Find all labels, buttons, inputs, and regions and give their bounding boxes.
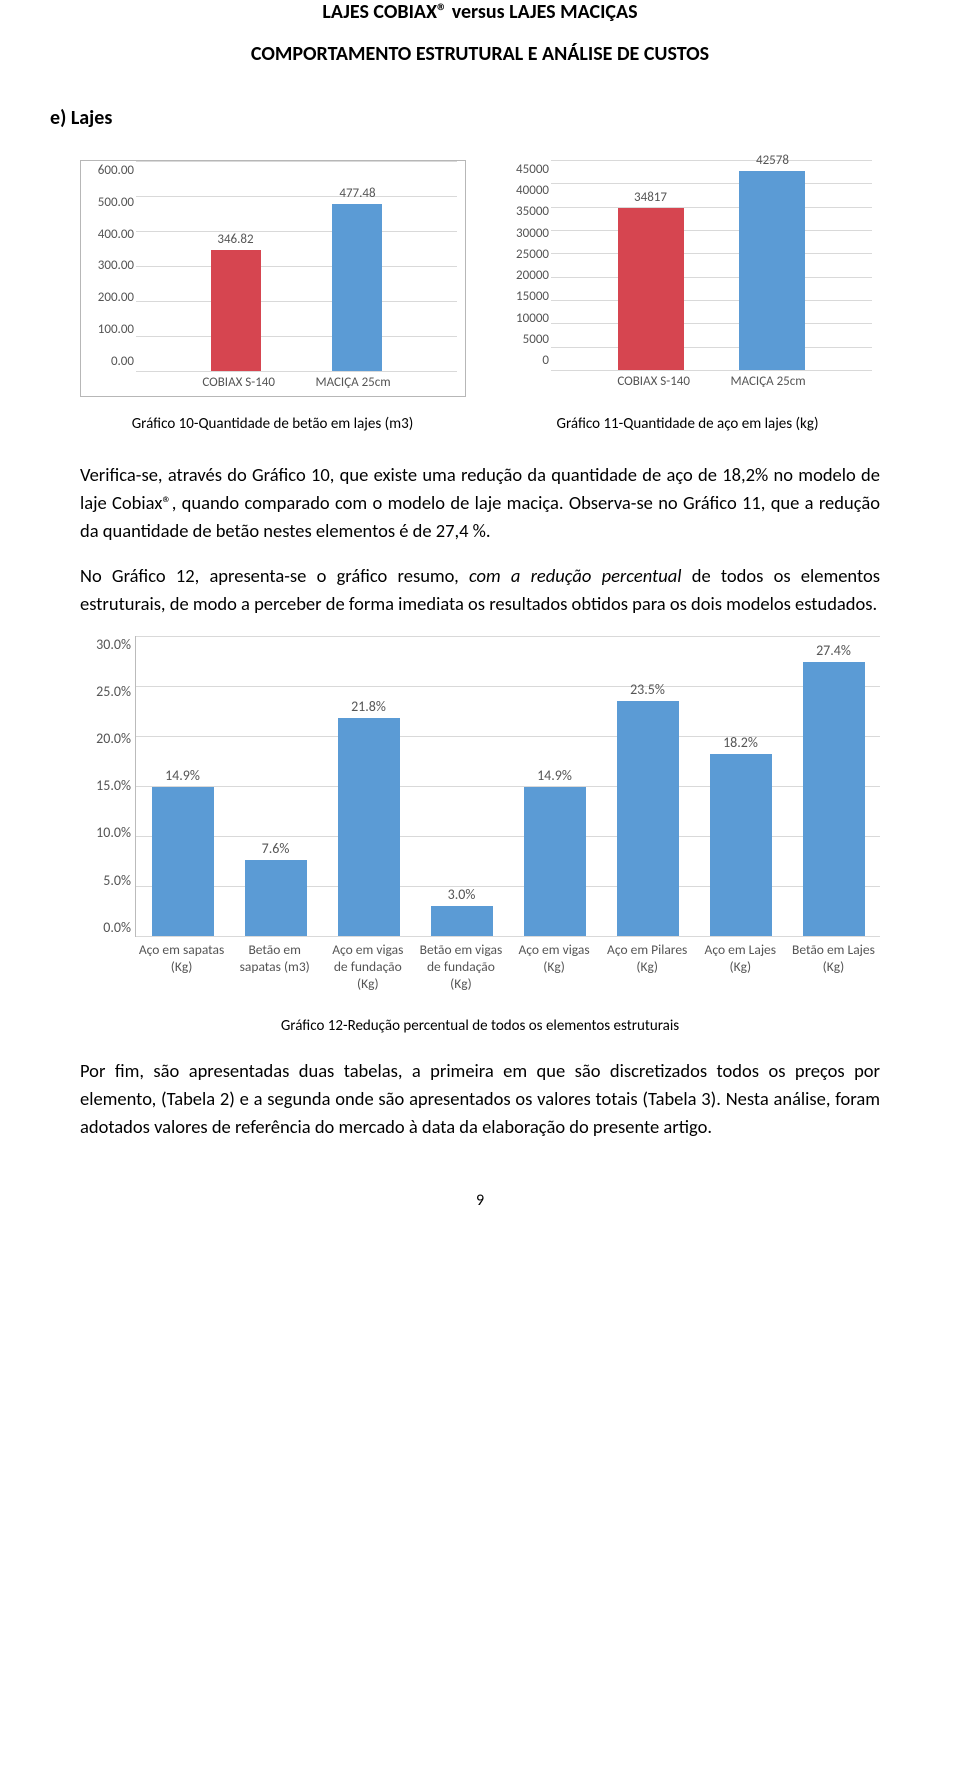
chart-12-column: 7.6% xyxy=(229,636,322,936)
chart-11-caption: Gráfico 11-Quantidade de aço em lajes (k… xyxy=(495,415,880,433)
bar: 14.9% xyxy=(152,787,214,936)
bar: 42578 xyxy=(739,171,805,370)
para2-italic: com a redução percentual xyxy=(469,564,682,587)
bar: 27.4% xyxy=(803,662,865,936)
chart-12-column: 23.5% xyxy=(601,636,694,936)
chart-12-bars: 14.9% 7.6% 21.8% 3.0% 14.9% 23.5% 18.2% 27.4% xyxy=(136,636,880,936)
bar: 7.6% xyxy=(245,860,307,936)
chart-10-caption: Gráfico 10-Quantidade de betão em lajes … xyxy=(80,415,465,433)
bar: 3.0% xyxy=(431,906,493,936)
chart-11-bars: 34817 42578 xyxy=(551,160,872,370)
chart-12: 30.0%25.0%20.0%15.0%10.0%5.0%0.0% 14.9% 7… xyxy=(80,636,880,993)
chart-10: 600.00500.00400.00300.00200.00100.000.00… xyxy=(80,160,466,397)
paragraph-2: No Gráfico 12, apresenta-se o gráfico re… xyxy=(80,562,880,618)
bar: 21.8% xyxy=(338,718,400,936)
chart-11-xaxis: COBIAX S-140MACIÇA 25cm xyxy=(551,370,872,395)
page-number: 9 xyxy=(80,1191,880,1240)
bar: 34817 xyxy=(618,208,684,370)
bar: 346.82 xyxy=(211,250,261,371)
chart-12-column: 3.0% xyxy=(415,636,508,936)
bar: 477.48 xyxy=(332,204,382,371)
title-line-2: COMPORTAMENTO ESTRUTURAL E ANÁLISE DE CU… xyxy=(80,42,880,66)
chart-10-yaxis: 600.00500.00400.00300.00200.00100.000.00 xyxy=(81,161,136,371)
chart-captions-row: Gráfico 10-Quantidade de betão em lajes … xyxy=(80,415,880,433)
chart-11: 4500040000350003000025000200001500010000… xyxy=(496,160,880,397)
chart-10-bars: 346.82 477.48 xyxy=(136,161,457,371)
page-header: LAJES COBIAX® versus LAJES MACIÇAS COMPO… xyxy=(80,0,880,66)
bar: 18.2% xyxy=(710,754,772,936)
chart-11-yaxis: 4500040000350003000025000200001500010000… xyxy=(496,160,551,370)
chart-10-xaxis: COBIAX S-140MACIÇA 25cm xyxy=(136,371,457,396)
chart-12-column: 18.2% xyxy=(694,636,787,936)
paragraph-1: Verifica-se, através do Gráfico 10, que … xyxy=(80,461,880,544)
para2-part-a: No Gráfico 12, apresenta-se o gráfico re… xyxy=(80,564,469,587)
chart-12-column: 14.9% xyxy=(136,636,229,936)
bar: 14.9% xyxy=(524,787,586,936)
charts-row-top: 600.00500.00400.00300.00200.00100.000.00… xyxy=(80,160,880,397)
title-line-1: LAJES COBIAX® versus LAJES MACIÇAS xyxy=(80,0,880,24)
chart-12-caption: Gráfico 12-Redução percentual de todos o… xyxy=(80,1017,880,1035)
chart-12-column: 27.4% xyxy=(787,636,880,936)
chart-12-yaxis: 30.0%25.0%20.0%15.0%10.0%5.0%0.0% xyxy=(80,636,135,936)
section-label: e) Lajes xyxy=(50,106,880,130)
chart-12-xaxis: Aço em sapatas (Kg)Betão em sapatas (m3)… xyxy=(135,936,880,993)
paragraph-3: Por fim, são apresentadas duas tabelas, … xyxy=(80,1057,880,1140)
bar: 23.5% xyxy=(617,701,679,936)
